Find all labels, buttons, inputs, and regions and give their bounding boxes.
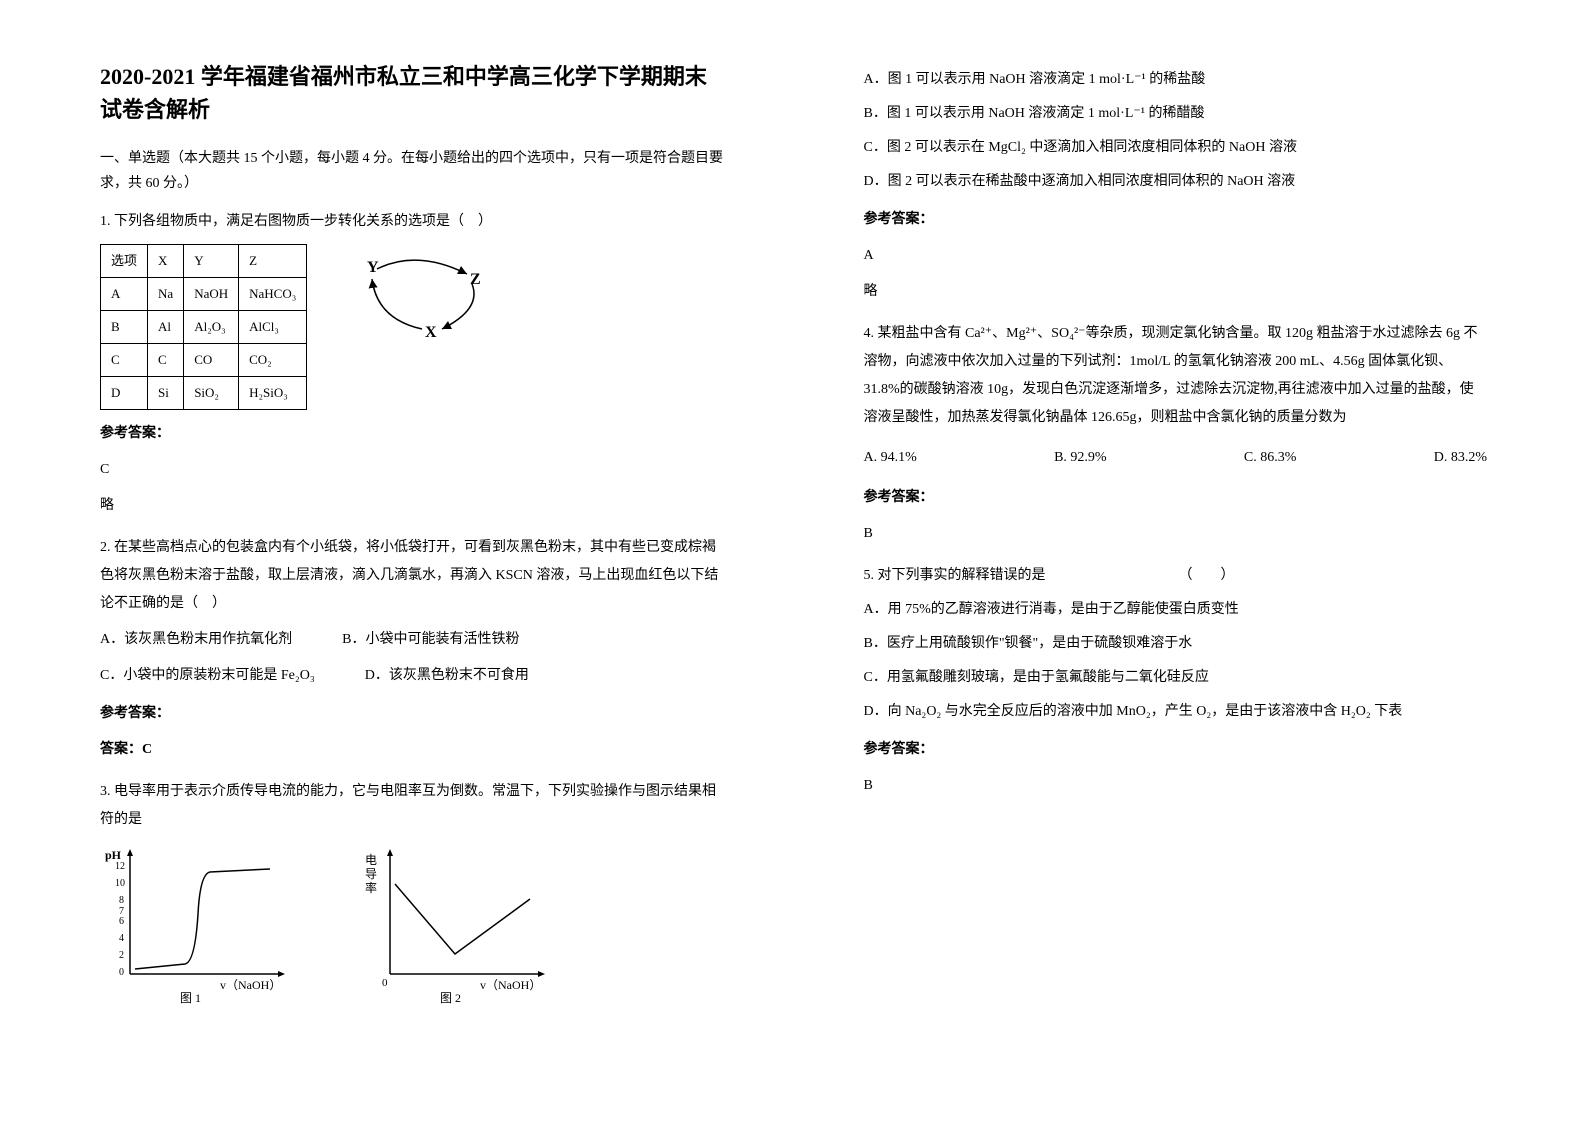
question-1: 1. 下列各组物质中，满足右图物质一步转化关系的选项是（ ） 选项 X Y Z … bbox=[100, 208, 724, 520]
graph2-ylabel-2: 导 bbox=[365, 867, 377, 881]
table-cell: Si bbox=[148, 377, 184, 410]
q2-answer: 答案：C bbox=[100, 736, 724, 764]
graph2-zero: 0 bbox=[382, 977, 388, 989]
table-cell: CO₂ bbox=[239, 344, 307, 377]
question-2: 2. 在某些高档点心的包装盒内有个小纸袋，将小低袋打开，可看到灰黑色粉末，其中有… bbox=[100, 534, 724, 764]
graph1-tick6: 6 bbox=[119, 916, 124, 927]
graph1-tick0: 0 bbox=[119, 967, 124, 978]
table-row: C C CO CO₂ bbox=[101, 344, 307, 377]
q2-options-row1: A．该灰黑色粉末用作抗氧化剂 B．小袋中可能装有活性铁粉 bbox=[100, 626, 724, 654]
q5-option-d: D．向 Na₂O₂ 与水完全反应后的溶液中加 MnO₂，产生 O₂，是由于该溶液… bbox=[864, 698, 1488, 726]
q1-answer: C bbox=[100, 456, 724, 484]
q5-option-b: B．医疗上用硫酸钡作"钡餐"，是由于硫酸钡难溶于水 bbox=[864, 630, 1488, 658]
q5-option-a: A．用 75%的乙醇溶液进行消毒，是由于乙醇能使蛋白质变性 bbox=[864, 596, 1488, 624]
table-cell: Al₂O₃ bbox=[184, 311, 239, 344]
q4-option-a: A. 94.1% bbox=[864, 444, 917, 472]
table-row: D Si SiO₂ H₂SiO₃ bbox=[101, 377, 307, 410]
question-3-text: 3. 电导率用于表示介质传导电流的能力，它与电阻率互为倒数。常温下，下列实验操作… bbox=[100, 778, 724, 834]
graph1-tick10: 10 bbox=[115, 878, 125, 889]
question-1-text: 1. 下列各组物质中，满足右图物质一步转化关系的选项是（ ） bbox=[100, 208, 724, 236]
graph1-caption: 图 1 bbox=[180, 991, 201, 1004]
q5-option-c: C．用氢氟酸雕刻玻璃，是由于氢氟酸能与二氧化硅反应 bbox=[864, 664, 1488, 692]
graph-2: 电 导 率 0 v（NaOH） 图 2 bbox=[360, 844, 560, 1004]
q1-note: 略 bbox=[100, 492, 724, 520]
q4-answer: B bbox=[864, 520, 1488, 548]
graph1-tick12: 12 bbox=[115, 861, 125, 872]
left-column: 2020-2021 学年福建省福州市私立三和中学高三化学下学期期末试卷含解析 一… bbox=[0, 0, 794, 1122]
answer-label: 参考答案： bbox=[100, 700, 724, 728]
q3-option-d: D．图 2 可以表示在稀盐酸中逐滴加入相同浓度相同体积的 NaOH 溶液 bbox=[864, 168, 1488, 196]
answer-label: 参考答案： bbox=[864, 206, 1488, 234]
q2-option-b: B．小袋中可能装有活性铁粉 bbox=[342, 626, 519, 654]
table-cell: CO bbox=[184, 344, 239, 377]
question-5: 5. 对下列事实的解释错误的是 （ ） A．用 75%的乙醇溶液进行消毒，是由于… bbox=[864, 562, 1488, 800]
q1-table-diagram-row: 选项 X Y Z A Na NaOH NaHCO₃ B Al Al₂O₃ AlC… bbox=[100, 244, 724, 410]
answer-label: 参考答案： bbox=[864, 736, 1488, 764]
question-4-text: 4. 某粗盐中含有 Ca²⁺、Mg²⁺、SO₄²⁻等杂质，现测定氯化钠含量。取 … bbox=[864, 320, 1488, 432]
right-column: A．图 1 可以表示用 NaOH 溶液滴定 1 mol·L⁻¹ 的稀盐酸 B．图… bbox=[794, 0, 1587, 1122]
graph1-tick8: 8 bbox=[119, 895, 124, 906]
table-row: 选项 X Y Z bbox=[101, 245, 307, 278]
q1-cycle-diagram: Y Z X bbox=[347, 244, 487, 344]
q4-options-row: A. 94.1% B. 92.9% C. 86.3% D. 83.2% bbox=[864, 444, 1488, 472]
table-cell: A bbox=[101, 278, 148, 311]
answer-label: 参考答案： bbox=[100, 420, 724, 448]
graph1-xlabel: v（NaOH） bbox=[220, 978, 281, 992]
q3-graphs-row: pH 12 10 8 7 6 4 2 0 v（NaOH） 图 1 bbox=[100, 844, 724, 1015]
table-cell: B bbox=[101, 311, 148, 344]
table-cell: X bbox=[148, 245, 184, 278]
q1-table: 选项 X Y Z A Na NaOH NaHCO₃ B Al Al₂O₃ AlC… bbox=[100, 244, 307, 410]
table-cell: C bbox=[148, 344, 184, 377]
table-cell: Al bbox=[148, 311, 184, 344]
diagram-node-x: X bbox=[425, 324, 437, 341]
question-3: 3. 电导率用于表示介质传导电流的能力，它与电阻率互为倒数。常温下，下列实验操作… bbox=[100, 778, 724, 1015]
table-cell: NaOH bbox=[184, 278, 239, 311]
table-cell: C bbox=[101, 344, 148, 377]
question-3-options: A．图 1 可以表示用 NaOH 溶液滴定 1 mol·L⁻¹ 的稀盐酸 B．图… bbox=[864, 66, 1488, 306]
q3-option-a: A．图 1 可以表示用 NaOH 溶液滴定 1 mol·L⁻¹ 的稀盐酸 bbox=[864, 66, 1488, 94]
diagram-node-z: Z bbox=[470, 271, 481, 288]
q3-note: 略 bbox=[864, 278, 1488, 306]
question-2-text: 2. 在某些高档点心的包装盒内有个小纸袋，将小低袋打开，可看到灰黑色粉末，其中有… bbox=[100, 534, 724, 618]
q2-options-row2: C．小袋中的原装粉末可能是 Fe₂O₃ D．该灰黑色粉末不可食用 bbox=[100, 662, 724, 690]
graph1-tick4: 4 bbox=[119, 933, 124, 944]
graph-2-box: 电 导 率 0 v（NaOH） 图 2 bbox=[360, 844, 560, 1015]
q2-option-c: C．小袋中的原装粉末可能是 Fe₂O₃ bbox=[100, 662, 315, 690]
table-cell: AlCl₃ bbox=[239, 311, 307, 344]
graph1-ylabel: pH bbox=[105, 848, 122, 862]
q5-answer: B bbox=[864, 772, 1488, 800]
section-1-header: 一、单选题（本大题共 15 个小题，每小题 4 分。在每小题给出的四个选项中，只… bbox=[100, 146, 724, 196]
table-cell: Na bbox=[148, 278, 184, 311]
answer-label: 参考答案： bbox=[864, 484, 1488, 512]
graph1-tick2: 2 bbox=[119, 950, 124, 961]
table-cell: Z bbox=[239, 245, 307, 278]
graph2-ylabel-3: 率 bbox=[365, 880, 377, 895]
graph2-xlabel: v（NaOH） bbox=[480, 978, 541, 992]
q4-option-c: C. 86.3% bbox=[1244, 444, 1297, 472]
question-5-text: 5. 对下列事实的解释错误的是 （ ） bbox=[864, 562, 1488, 590]
q4-option-d: D. 83.2% bbox=[1434, 444, 1487, 472]
table-cell: H₂SiO₃ bbox=[239, 377, 307, 410]
table-row: A Na NaOH NaHCO₃ bbox=[101, 278, 307, 311]
table-row: B Al Al₂O₃ AlCl₃ bbox=[101, 311, 307, 344]
q2-option-a: A．该灰黑色粉末用作抗氧化剂 bbox=[100, 626, 292, 654]
graph-1: pH 12 10 8 7 6 4 2 0 v（NaOH） 图 1 bbox=[100, 844, 300, 1004]
graph2-caption: 图 2 bbox=[440, 991, 461, 1004]
q2-option-d: D．该灰黑色粉末不可食用 bbox=[365, 662, 529, 690]
graph-1-box: pH 12 10 8 7 6 4 2 0 v（NaOH） 图 1 bbox=[100, 844, 300, 1015]
table-cell: NaHCO₃ bbox=[239, 278, 307, 311]
exam-title: 2020-2021 学年福建省福州市私立三和中学高三化学下学期期末试卷含解析 bbox=[100, 60, 724, 126]
q4-option-b: B. 92.9% bbox=[1054, 444, 1107, 472]
table-cell: Y bbox=[184, 245, 239, 278]
q3-option-c: C．图 2 可以表示在 MgCl₂ 中逐滴加入相同浓度相同体积的 NaOH 溶液 bbox=[864, 134, 1488, 162]
graph2-ylabel-1: 电 bbox=[365, 853, 377, 867]
diagram-node-y: Y bbox=[367, 259, 379, 276]
q3-answer: A bbox=[864, 242, 1488, 270]
question-4: 4. 某粗盐中含有 Ca²⁺、Mg²⁺、SO₄²⁻等杂质，现测定氯化钠含量。取 … bbox=[864, 320, 1488, 548]
table-cell: D bbox=[101, 377, 148, 410]
table-cell: 选项 bbox=[101, 245, 148, 278]
q3-option-b: B．图 1 可以表示用 NaOH 溶液滴定 1 mol·L⁻¹ 的稀醋酸 bbox=[864, 100, 1488, 128]
table-cell: SiO₂ bbox=[184, 377, 239, 410]
